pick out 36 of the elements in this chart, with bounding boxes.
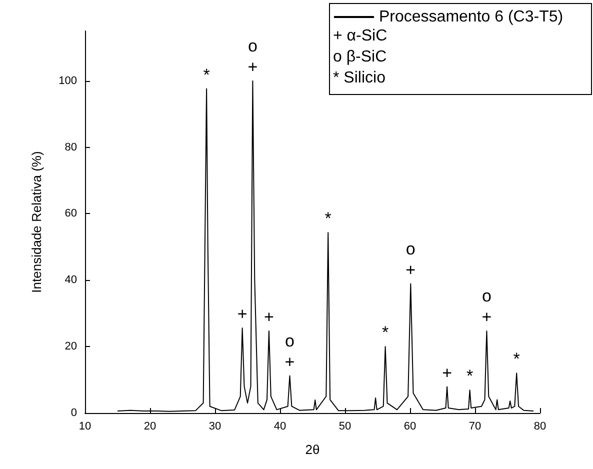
x-axis-title: 2θ: [305, 442, 320, 457]
annotation: o: [482, 286, 492, 306]
annotation: *: [513, 350, 520, 369]
x-tick-label: 70: [468, 420, 482, 432]
x-tick-label: 30: [208, 420, 222, 432]
x-tick-label: 20: [144, 420, 156, 432]
annotation: + α-SiC: [333, 28, 388, 44]
y-tick-label: 80: [64, 141, 77, 154]
annotation: *: [466, 366, 474, 386]
x-tick-label: 60: [404, 420, 416, 432]
annotation: +: [442, 363, 452, 382]
y-tick-label: 60: [64, 208, 77, 220]
annotation: +: [264, 307, 274, 326]
annotation: *: [203, 65, 210, 84]
annotation: o: [248, 36, 258, 56]
annotation: +: [482, 307, 492, 326]
y-tick-label: 0: [70, 407, 77, 419]
x-tick-label: 10: [78, 420, 92, 432]
annotation: *: [382, 323, 389, 342]
annotation: *: [324, 209, 332, 228]
y-tick-label: 40: [64, 274, 77, 286]
annotation: +: [284, 352, 295, 372]
annotation: +: [406, 260, 416, 280]
annotation: +: [248, 57, 258, 76]
annotation: o: [285, 331, 294, 350]
x-tick-label: 80: [534, 420, 546, 432]
y-tick-label: 100: [58, 74, 77, 87]
annotation: +: [237, 304, 248, 324]
y-tick-label: 20: [64, 340, 77, 353]
x-tick-label: 50: [338, 420, 352, 432]
annotation: * Silicio: [333, 70, 386, 86]
annotation: o β-SiC: [333, 48, 387, 66]
annotation: o: [406, 239, 416, 258]
y-axis-title: Intensidade Relativa (%): [29, 151, 44, 293]
x-tick-label: 40: [274, 420, 286, 432]
legend-label: Processamento 6 (C3-T5): [379, 8, 564, 26]
